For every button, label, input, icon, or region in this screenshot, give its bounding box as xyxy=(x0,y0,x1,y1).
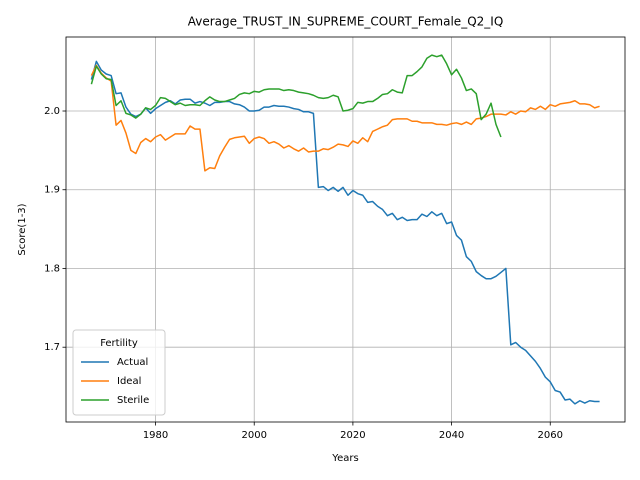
chart-title: Average_TRUST_IN_SUPREME_COURT_Female_Q2… xyxy=(188,15,504,29)
series-line xyxy=(90,54,502,138)
y-tick-label: 1.7 xyxy=(44,342,60,353)
legend-box xyxy=(72,329,166,416)
x-axis-label: Years xyxy=(331,453,358,464)
plot-frame xyxy=(65,36,626,423)
x-tick-label: 1980 xyxy=(143,430,168,441)
y-tick-label: 1.9 xyxy=(44,185,60,196)
legend-label: Ideal xyxy=(117,376,141,387)
x-tick-label: 2040 xyxy=(439,430,464,441)
series-line xyxy=(90,64,600,172)
series-line xyxy=(90,60,600,405)
y-axis-label: Score(1-3) xyxy=(17,203,28,255)
legend-label: Sterile xyxy=(117,395,149,406)
y-tick-label: 1.8 xyxy=(44,263,60,274)
x-tick-label: 2060 xyxy=(538,430,563,441)
legend-label: Actual xyxy=(117,357,148,368)
legend: Fertility Actual Ideal Sterile xyxy=(72,329,166,416)
y-tick-label: 2.0 xyxy=(44,106,60,117)
x-tick-label: 2020 xyxy=(340,430,365,441)
x-tick-label: 2000 xyxy=(241,430,266,441)
legend-title: Fertility xyxy=(100,338,138,349)
